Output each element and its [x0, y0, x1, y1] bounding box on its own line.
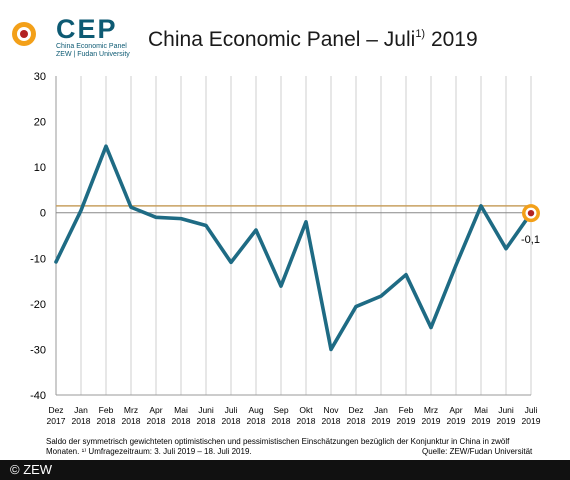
x-tick-month: Sep: [273, 405, 288, 415]
x-tick-year: 2019: [497, 416, 516, 426]
x-tick-year: 2019: [447, 416, 466, 426]
x-tick-month: Mai: [174, 405, 188, 415]
x-tick-year: 2018: [322, 416, 341, 426]
footnote: Saldo der symmetrisch gewichteten optimi…: [46, 437, 546, 457]
x-tick-year: 2018: [147, 416, 166, 426]
x-tick-month: Dez: [48, 405, 63, 415]
x-tick-month: Jan: [74, 405, 88, 415]
logo-word: CEP: [56, 14, 118, 44]
x-tick-month: Juli: [525, 405, 538, 415]
x-tick-month: Mai: [474, 405, 488, 415]
x-tick-year: 2018: [122, 416, 141, 426]
source-note: Quelle: ZEW/Fudan Universität: [422, 447, 533, 456]
x-tick-month: Okt: [299, 405, 313, 415]
x-tick-year: 2019: [472, 416, 491, 426]
x-tick-year: 2018: [172, 416, 191, 426]
title-main: China Economic Panel – Juli: [148, 28, 416, 51]
x-tick-month: Jan: [374, 405, 388, 415]
x-tick-year: 2018: [97, 416, 116, 426]
last-value-label: -0,1: [521, 234, 540, 246]
x-tick-month: Juni: [198, 405, 214, 415]
x-tick-year: 2018: [247, 416, 266, 426]
logo-subtitle-2: ZEW | Fudan University: [56, 51, 130, 58]
x-tick-month: Feb: [99, 405, 114, 415]
logo-subtitle-1: China Economic Panel: [56, 43, 127, 50]
cep-logo-icon: [12, 22, 36, 46]
title-year: 2019: [430, 28, 478, 51]
x-tick-month: Feb: [399, 405, 414, 415]
x-tick-year: 2019: [522, 416, 541, 426]
copyright-bar: © ZEW: [0, 460, 570, 480]
y-tick-label: -40: [30, 390, 46, 402]
last-point-marker: [527, 209, 535, 217]
y-tick-label: -20: [30, 299, 46, 311]
x-tick-year: 2018: [197, 416, 216, 426]
x-tick-year: 2018: [347, 416, 366, 426]
x-tick-month: Mrz: [424, 405, 438, 415]
x-tick-year: 2018: [272, 416, 291, 426]
x-tick-month: Juli: [225, 405, 238, 415]
y-tick-label: 0: [40, 208, 46, 220]
x-tick-year: 2019: [397, 416, 416, 426]
cep-logo: CEP China Economic Panel ZEW | Fudan Uni…: [8, 8, 168, 58]
x-tick-year: 2018: [297, 416, 316, 426]
x-tick-year: 2018: [222, 416, 241, 426]
y-tick-label: 10: [34, 162, 46, 174]
copyright-text: © ZEW: [10, 462, 53, 477]
x-tick-month: Juni: [498, 405, 514, 415]
footnote-line-1: Saldo der symmetrisch gewichteten optimi…: [46, 437, 510, 446]
x-tick-month: Dez: [348, 405, 363, 415]
x-tick-year: 2018: [72, 416, 91, 426]
title-footnote-marker: 1): [415, 28, 426, 40]
x-tick-year: 2019: [422, 416, 441, 426]
x-tick-year: 2019: [372, 416, 391, 426]
footnote-line-2: Monaten. ¹⁾ Umfragezeitraum: 3. Juli 201…: [46, 447, 252, 456]
x-tick-year: 2017: [47, 416, 66, 426]
x-tick-month: Nov: [323, 405, 339, 415]
y-tick-label: -30: [30, 344, 46, 356]
series-line: [54, 144, 533, 352]
y-tick-label: 20: [34, 117, 46, 129]
chart-title: China Economic Panel – Juli1) 2019: [148, 28, 478, 52]
x-tick-month: Mrz: [124, 405, 138, 415]
x-tick-month: Aug: [248, 405, 263, 415]
x-tick-month: Apr: [149, 405, 162, 415]
x-tick-month: Apr: [449, 405, 462, 415]
y-tick-label: 30: [34, 71, 46, 83]
y-tick-label: -10: [30, 253, 46, 265]
